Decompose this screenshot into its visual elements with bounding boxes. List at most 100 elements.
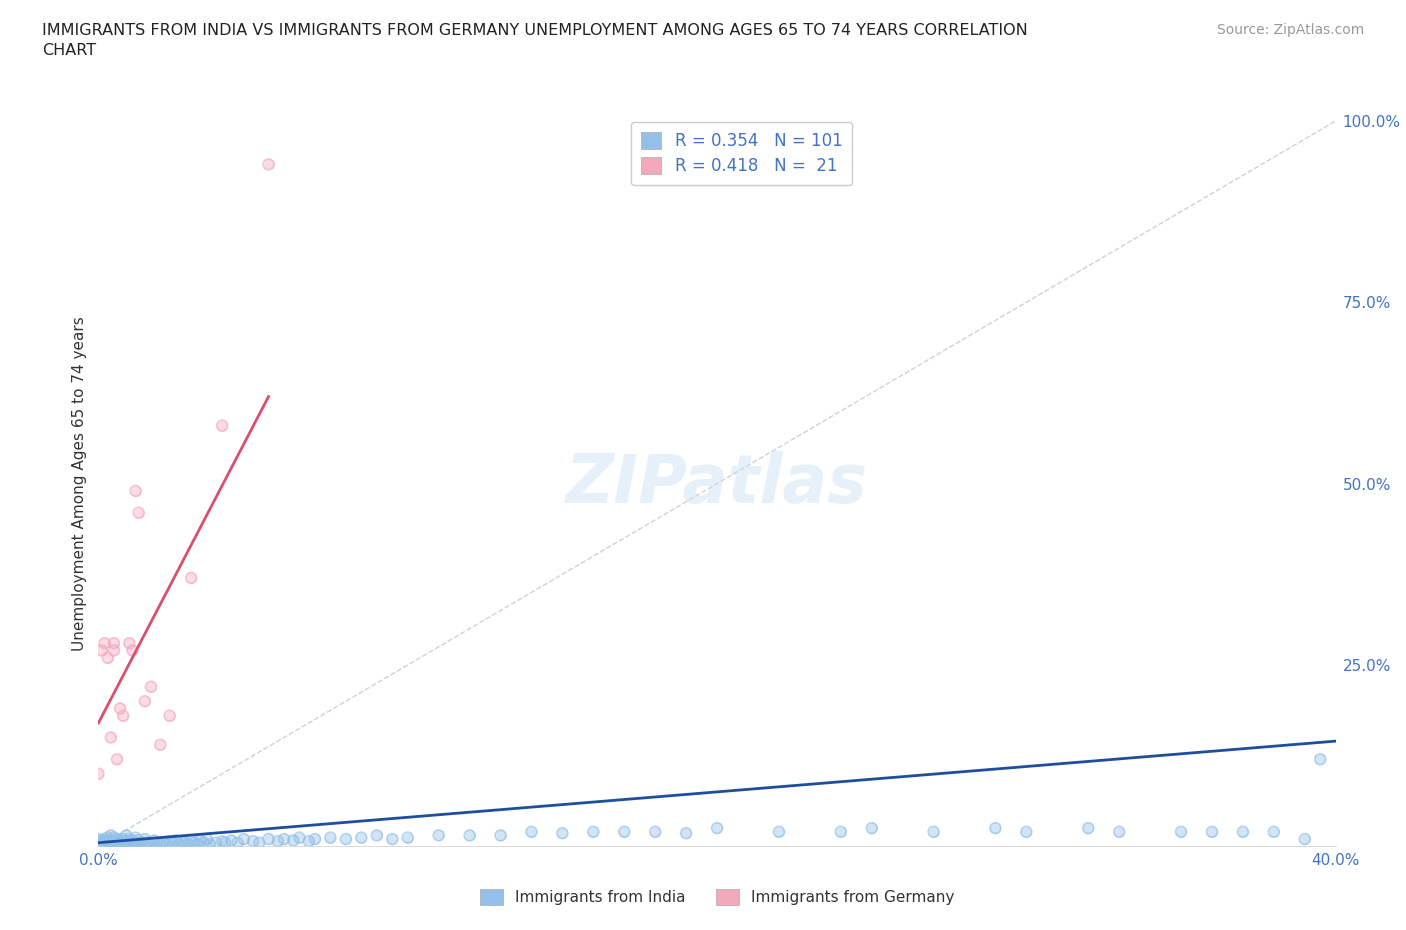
- Point: [103, 830, 125, 845]
- Point: [93, 636, 115, 651]
- Point: [232, 831, 254, 846]
- Point: [87, 766, 110, 781]
- Point: [984, 821, 1007, 836]
- Point: [93, 835, 115, 850]
- Point: [768, 824, 790, 839]
- Point: [105, 831, 128, 846]
- Point: [1309, 751, 1331, 766]
- Point: [149, 837, 172, 852]
- Point: [195, 831, 218, 846]
- Point: [97, 837, 120, 852]
- Point: [198, 837, 221, 852]
- Point: [105, 831, 128, 846]
- Point: [143, 833, 166, 848]
- Point: [489, 828, 512, 843]
- Point: [100, 828, 122, 843]
- Point: [139, 679, 162, 694]
- Point: [551, 826, 574, 841]
- Point: [319, 830, 342, 845]
- Point: [984, 821, 1007, 836]
- Point: [644, 824, 666, 839]
- Point: [288, 830, 311, 845]
- Point: [87, 766, 110, 781]
- Point: [128, 837, 150, 852]
- Point: [121, 643, 143, 658]
- Point: [288, 830, 311, 845]
- Point: [90, 833, 112, 848]
- Point: [860, 821, 883, 836]
- Point: [121, 643, 143, 658]
- Point: [190, 833, 212, 848]
- Point: [87, 835, 110, 850]
- Point: [87, 835, 110, 850]
- Text: IMMIGRANTS FROM INDIA VS IMMIGRANTS FROM GERMANY UNEMPLOYMENT AMONG AGES 65 TO 7: IMMIGRANTS FROM INDIA VS IMMIGRANTS FROM…: [42, 23, 1028, 58]
- Point: [458, 828, 481, 843]
- Point: [103, 636, 125, 651]
- Point: [115, 828, 138, 843]
- Point: [242, 834, 264, 849]
- Point: [159, 834, 181, 849]
- Point: [131, 835, 153, 850]
- Point: [121, 833, 143, 848]
- Point: [1170, 824, 1192, 839]
- Point: [381, 831, 404, 846]
- Point: [247, 835, 270, 850]
- Point: [214, 835, 236, 850]
- Point: [115, 837, 138, 852]
- Point: [366, 828, 388, 843]
- Point: [1077, 821, 1099, 836]
- Point: [458, 828, 481, 843]
- Point: [613, 824, 636, 839]
- Point: [149, 737, 172, 752]
- Point: [1294, 831, 1316, 846]
- Point: [103, 636, 125, 651]
- Point: [170, 834, 193, 849]
- Point: [183, 835, 205, 850]
- Point: [165, 833, 187, 848]
- Point: [1108, 824, 1130, 839]
- Point: [706, 821, 728, 836]
- Point: [100, 835, 122, 850]
- Point: [155, 837, 177, 852]
- Point: [489, 828, 512, 843]
- Point: [174, 835, 197, 850]
- Point: [115, 828, 138, 843]
- Point: [118, 835, 141, 850]
- Point: [118, 835, 141, 850]
- Point: [1015, 824, 1038, 839]
- Point: [124, 484, 146, 498]
- Y-axis label: Unemployment Among Ages 65 to 74 years: Unemployment Among Ages 65 to 74 years: [72, 316, 87, 651]
- Point: [283, 833, 305, 848]
- Point: [134, 837, 156, 852]
- Point: [90, 643, 112, 658]
- Point: [613, 824, 636, 839]
- Point: [273, 831, 295, 846]
- Point: [193, 835, 215, 850]
- Point: [205, 835, 228, 850]
- Point: [97, 834, 120, 849]
- Point: [1108, 824, 1130, 839]
- Point: [180, 834, 202, 849]
- Point: [551, 826, 574, 841]
- Point: [149, 737, 172, 752]
- Point: [396, 830, 419, 845]
- Point: [177, 837, 200, 852]
- Point: [1263, 824, 1285, 839]
- Point: [159, 709, 181, 724]
- Point: [97, 830, 120, 845]
- Point: [257, 157, 280, 172]
- Point: [87, 831, 110, 846]
- Text: Source: ZipAtlas.com: Source: ZipAtlas.com: [1216, 23, 1364, 37]
- Text: ZIPatlas: ZIPatlas: [567, 451, 868, 516]
- Point: [97, 650, 120, 665]
- Point: [103, 837, 125, 852]
- Point: [247, 835, 270, 850]
- Point: [93, 831, 115, 846]
- Point: [103, 834, 125, 849]
- Point: [121, 837, 143, 852]
- Point: [152, 835, 174, 850]
- Point: [304, 831, 326, 846]
- Point: [108, 837, 131, 852]
- Point: [134, 694, 156, 709]
- Point: [267, 834, 290, 849]
